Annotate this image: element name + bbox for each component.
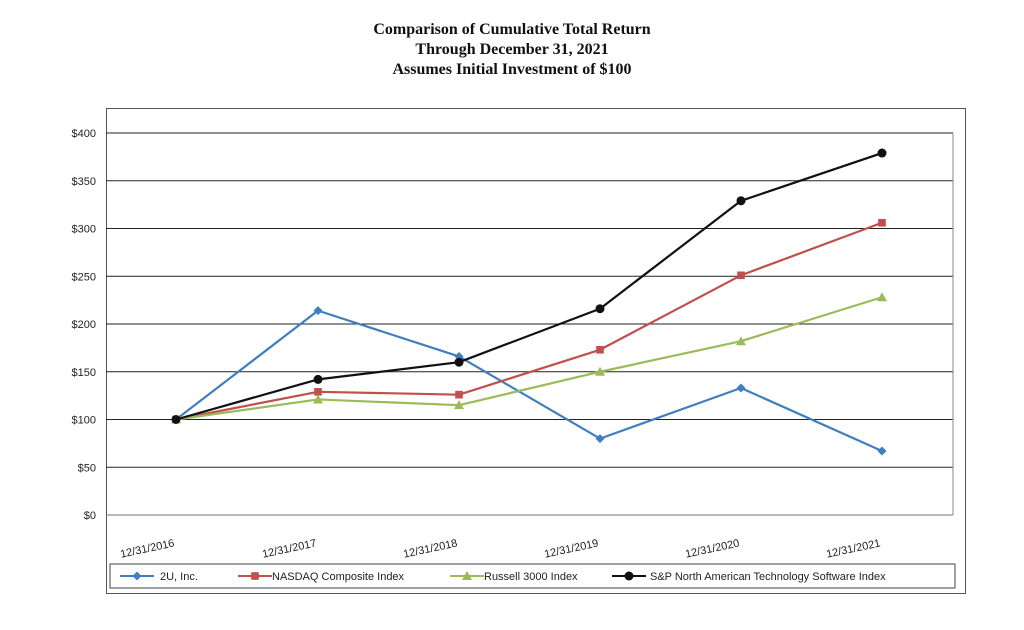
y-tick-label: $150	[72, 367, 96, 379]
series-4-point	[877, 148, 887, 158]
chart-title-line-2: Through December 31, 2021	[415, 41, 609, 58]
series-2-point	[455, 390, 463, 399]
y-tick-label: $350	[72, 176, 96, 188]
series-2-point	[737, 271, 745, 280]
series-3-point	[454, 400, 464, 410]
y-tick-label: $300	[72, 224, 96, 236]
legend-label-3: Russell 3000 Index	[484, 571, 578, 583]
chart-title-line-1: Comparison of Cumulative Total Return	[373, 21, 651, 38]
chart-title-block: Comparison of Cumulative Total Return Th…	[0, 20, 1024, 80]
y-tick-label: $250	[72, 271, 96, 283]
series-4-point	[595, 304, 605, 314]
series-4-point	[313, 374, 323, 384]
x-tick-label: 12/31/2019	[543, 537, 599, 560]
series-1-point	[736, 383, 746, 393]
legend-label-4: S&P North American Technology Software I…	[650, 571, 886, 583]
series-1-point	[595, 434, 605, 444]
series-line-4	[175, 152, 883, 421]
series-2-point	[878, 218, 886, 227]
series-line-3	[175, 296, 883, 421]
series-line-2	[175, 221, 883, 421]
y-tick-label: $400	[72, 128, 96, 140]
legend-label-1: 2U, Inc.	[160, 571, 198, 583]
chart-frame	[106, 108, 966, 594]
series-2-point	[314, 388, 322, 396]
series-2-point	[596, 345, 604, 354]
series-4-point	[736, 196, 746, 206]
x-tick-label: 12/31/2021	[825, 537, 881, 560]
legend-label-2: NASDAQ Composite Index	[272, 571, 405, 583]
series-4-point	[454, 357, 464, 367]
chart-title-line-3: Assumes Initial Investment of $100	[392, 61, 632, 78]
x-tick-label: 12/31/2018	[402, 537, 458, 560]
x-tick-label: 12/31/2020	[684, 537, 740, 560]
series-3-point	[313, 394, 323, 404]
series-3-point	[736, 336, 746, 346]
y-tick-label: $100	[72, 415, 96, 427]
series-1-point	[313, 306, 323, 316]
y-tick-label: $50	[78, 462, 96, 474]
x-tick-label: 12/31/2016	[119, 537, 175, 560]
series-3-point	[877, 292, 887, 302]
legend-marker-2	[251, 572, 259, 580]
legend-marker-3	[462, 571, 472, 580]
legend-marker-1	[132, 571, 142, 581]
y-tick-label: $0	[84, 510, 96, 522]
series-1-point	[877, 446, 887, 456]
legend-marker-4	[624, 571, 634, 581]
series-4-point	[171, 415, 181, 424]
x-tick-label: 12/31/2017	[261, 537, 317, 560]
series-3-point	[595, 366, 605, 376]
series-line-1	[175, 309, 883, 453]
y-tick-label: $200	[72, 319, 96, 331]
